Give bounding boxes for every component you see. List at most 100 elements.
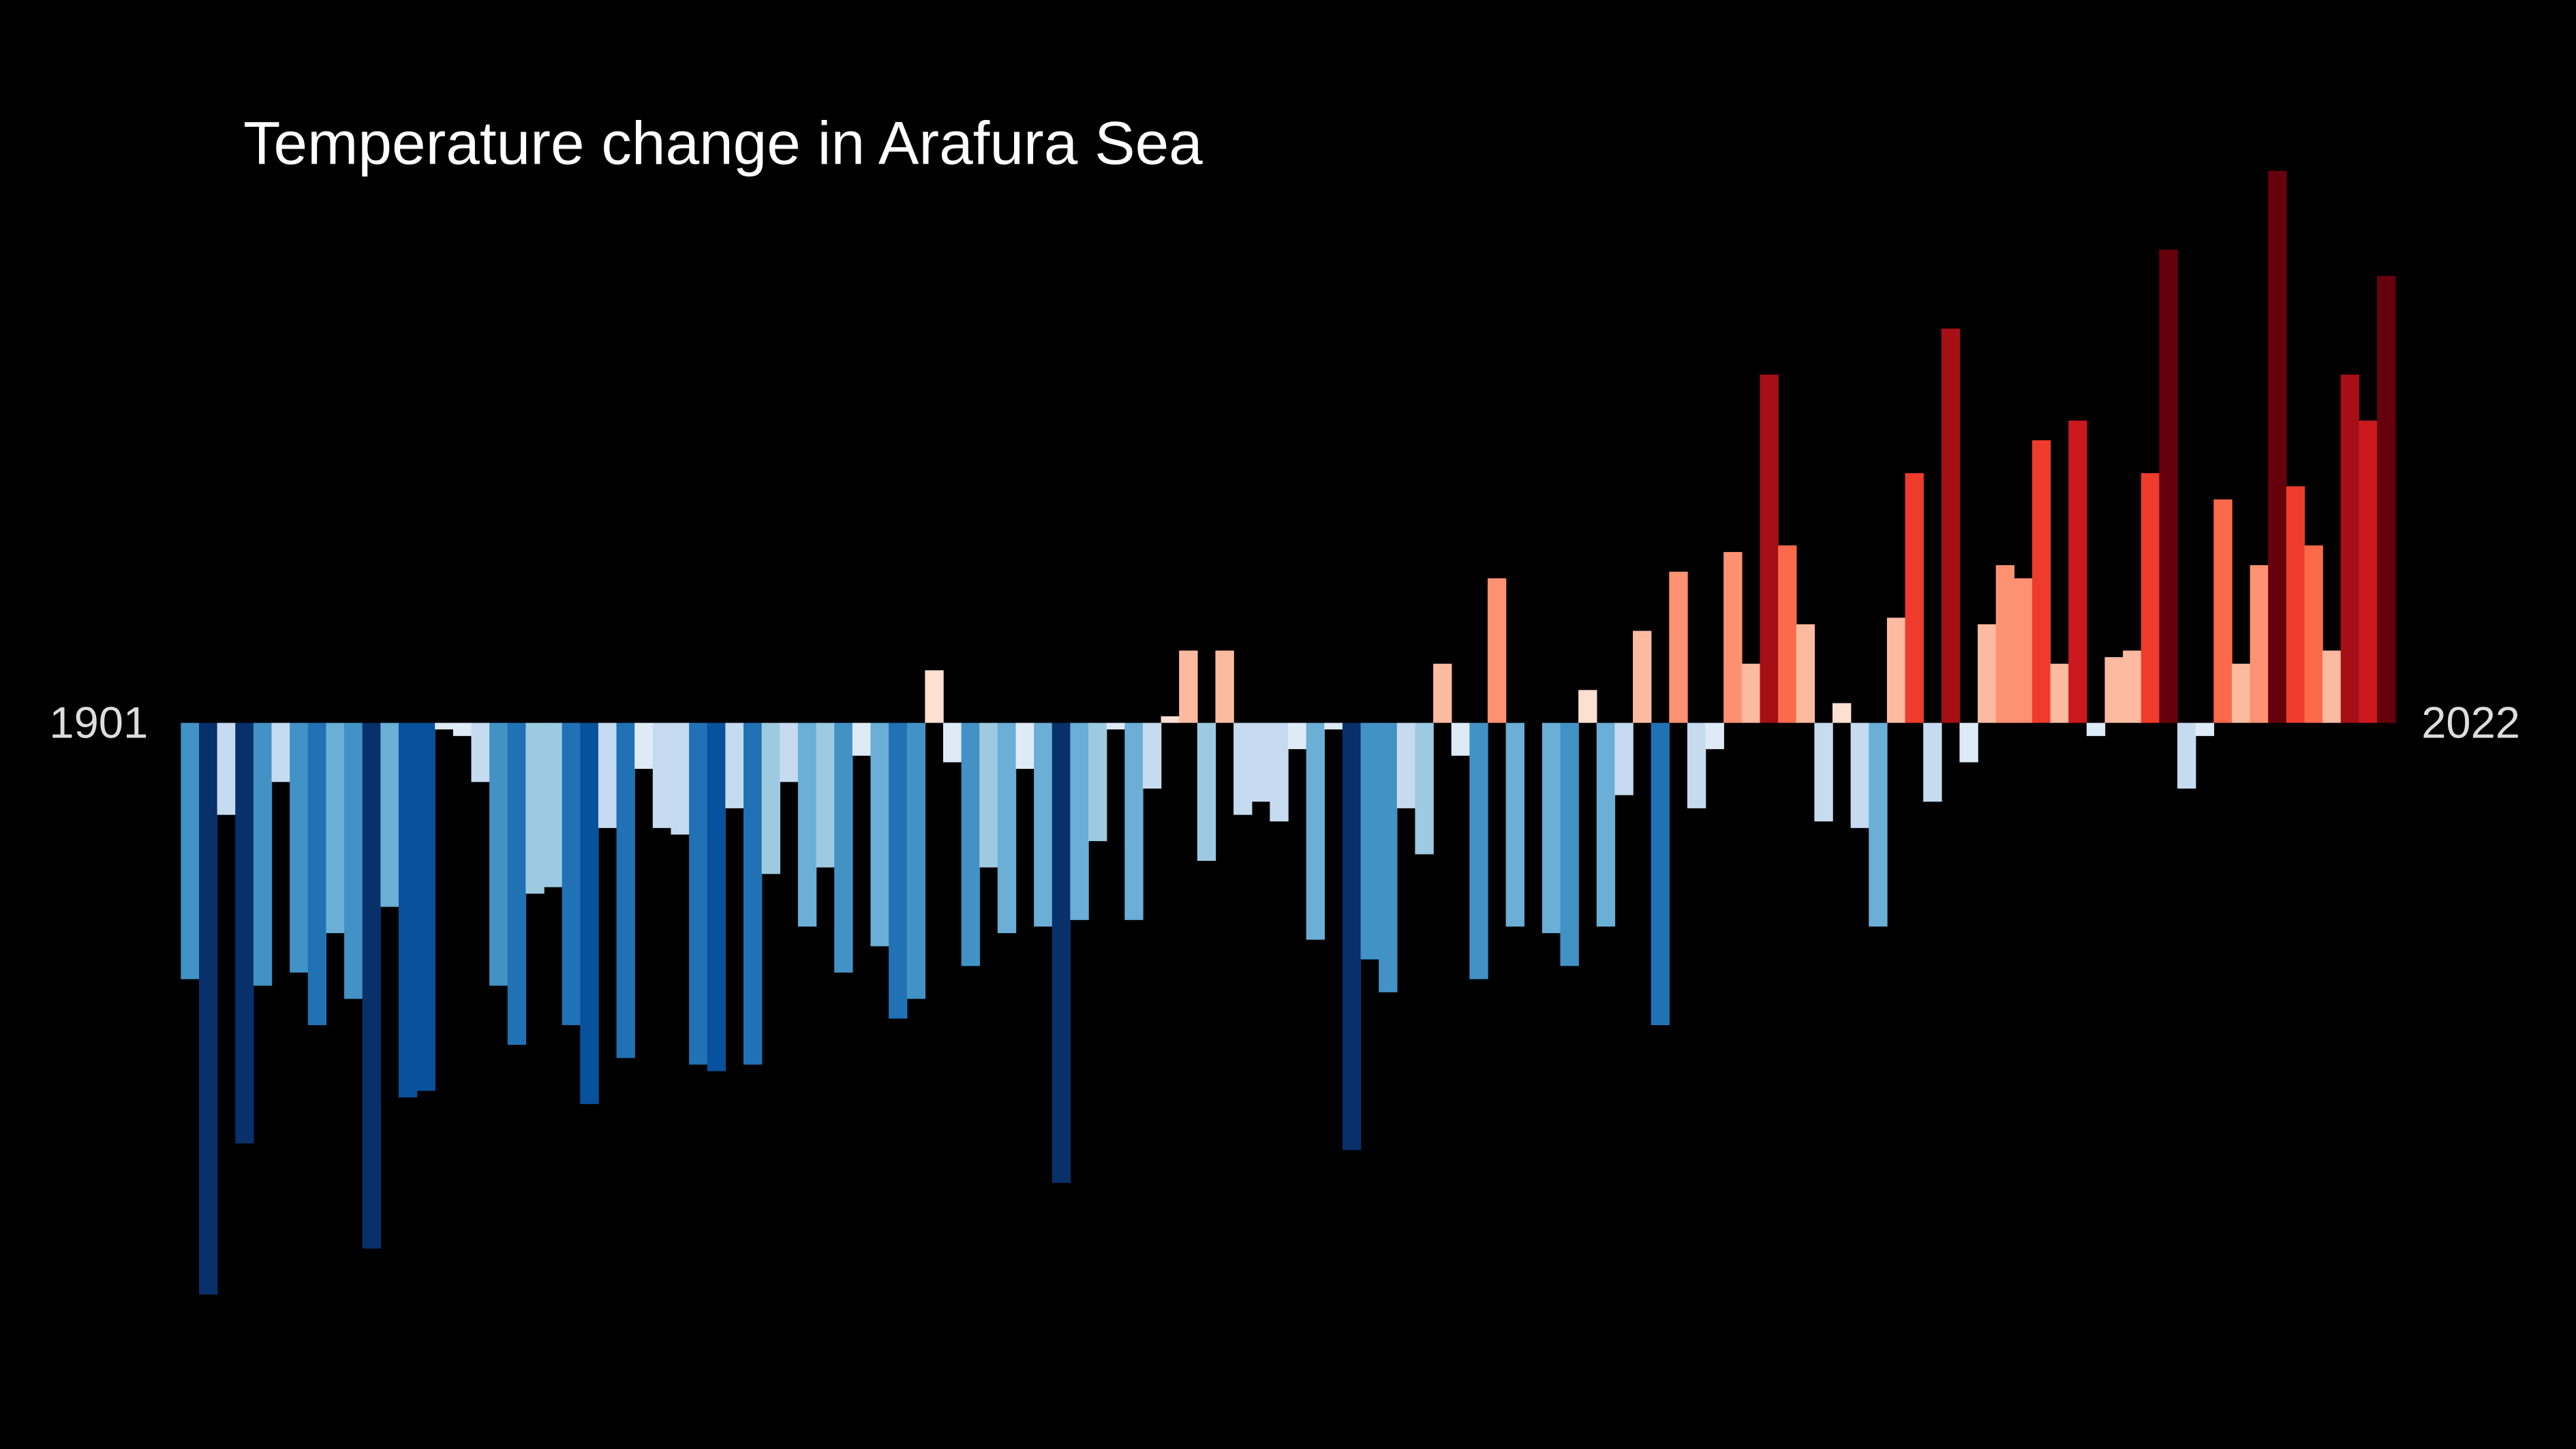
- bar: [1451, 722, 1471, 756]
- bar: [1052, 722, 1071, 1183]
- bar: [1469, 722, 1488, 979]
- bar: [1959, 722, 1978, 763]
- bar: [1433, 663, 1452, 723]
- bar: [2304, 545, 2323, 723]
- bar: [507, 722, 527, 1046]
- bar: [580, 722, 599, 1104]
- bar: [1415, 722, 1434, 855]
- bar: [2159, 249, 2178, 723]
- bar: [1251, 722, 1271, 802]
- bar: [1832, 703, 1852, 723]
- bar: [1215, 650, 1234, 723]
- bar: [1487, 578, 1507, 723]
- bar: [2376, 275, 2396, 723]
- bar: [380, 722, 399, 907]
- bar: [1324, 722, 1343, 730]
- bar: [889, 722, 908, 1019]
- bar: [2195, 722, 2215, 736]
- end-label: 2022: [2421, 698, 2520, 748]
- bar: [1760, 374, 1779, 723]
- bar: [1723, 551, 1743, 723]
- bar: [2123, 650, 2142, 723]
- bar: [471, 722, 490, 782]
- bar: [326, 722, 345, 934]
- bar: [217, 722, 236, 815]
- bar: [2031, 440, 2051, 723]
- bar: [725, 722, 744, 808]
- bar: [1270, 722, 1289, 822]
- bar: [1814, 722, 1833, 822]
- bar: [2086, 722, 2106, 736]
- bar: [1505, 722, 1524, 927]
- bar: [942, 722, 962, 763]
- bar: [1306, 722, 1325, 940]
- bar: [689, 722, 708, 1065]
- bar: [761, 722, 780, 874]
- bar: [2141, 473, 2160, 723]
- bar: [1106, 722, 1126, 730]
- bar: [1396, 722, 1416, 808]
- bar: [1360, 722, 1379, 960]
- bar: [2050, 663, 2069, 723]
- bar: [1741, 663, 1761, 723]
- bar: [1142, 722, 1162, 789]
- bar: [1070, 722, 1089, 920]
- bar: [435, 722, 454, 730]
- bar: [253, 722, 273, 986]
- bar: [1778, 545, 1797, 723]
- bar: [562, 722, 581, 1026]
- bar: [544, 722, 563, 887]
- bar: [1015, 722, 1034, 769]
- bar: [1687, 722, 1706, 808]
- bar: [598, 722, 617, 828]
- bar: [925, 670, 944, 723]
- bar: [1705, 722, 1724, 750]
- bar: [2213, 499, 2233, 723]
- bar: [1978, 624, 1997, 723]
- bar: [1542, 722, 1561, 934]
- bar: [1796, 624, 1815, 723]
- bar: [1886, 617, 1906, 723]
- bar: [1905, 473, 1924, 723]
- bar: [2268, 170, 2287, 723]
- bar: [652, 722, 672, 828]
- bar: [1633, 630, 1652, 723]
- bar: [1161, 716, 1180, 723]
- bar: [1941, 329, 1961, 723]
- chart-title: Temperature change in Arafura Sea: [243, 109, 1203, 177]
- bar: [2014, 578, 2033, 723]
- bar: [979, 722, 998, 868]
- bar: [181, 722, 200, 979]
- bar: [2250, 565, 2269, 723]
- bar: [2340, 374, 2360, 723]
- bar: [1560, 722, 1579, 966]
- bar: [1850, 722, 1869, 828]
- bar: [525, 722, 545, 894]
- bar: [416, 722, 435, 1091]
- bar: [797, 722, 817, 927]
- bar: [1923, 722, 1942, 802]
- bar: [616, 722, 635, 1058]
- bar: [307, 722, 327, 1026]
- bar: [870, 722, 889, 947]
- bar: [2104, 657, 2123, 723]
- bar: [780, 722, 799, 782]
- bar: [1614, 722, 1634, 795]
- bar: [362, 722, 382, 1249]
- bar: [906, 722, 926, 999]
- bar: [1034, 722, 1053, 927]
- bar: [671, 722, 690, 835]
- bar: [2068, 421, 2087, 723]
- bar: [271, 722, 290, 782]
- bar: [1651, 722, 1670, 1026]
- bar: [489, 722, 508, 986]
- bar: [2322, 650, 2342, 723]
- bar: [634, 722, 654, 769]
- bar: [1342, 722, 1362, 1150]
- bar: [1578, 690, 1597, 723]
- bar: [235, 722, 254, 1144]
- bar: [743, 722, 763, 1065]
- bar: [1197, 722, 1216, 861]
- bar: [2286, 486, 2305, 723]
